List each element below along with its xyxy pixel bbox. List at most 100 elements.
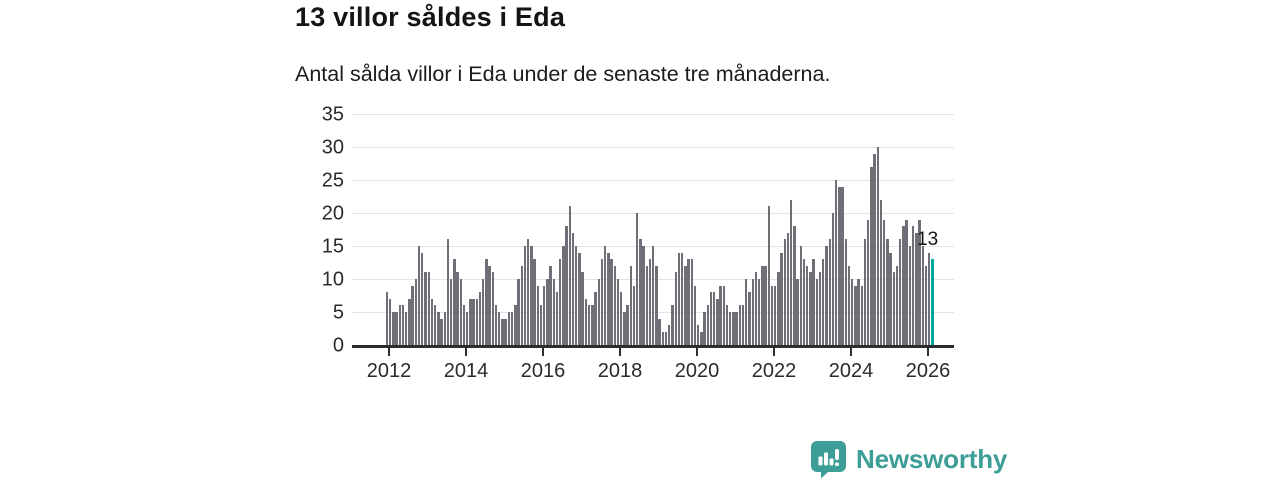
bar	[530, 246, 533, 345]
bar	[915, 232, 918, 345]
bar	[927, 252, 931, 345]
bar	[584, 298, 588, 345]
highlighted-bar	[931, 259, 934, 345]
bar	[895, 265, 899, 345]
x-tick	[773, 348, 775, 356]
bar	[793, 226, 796, 345]
bar	[591, 305, 594, 345]
page-title: 13 villor såldes i Eda	[295, 2, 566, 32]
bar	[542, 285, 546, 345]
bar	[421, 252, 424, 345]
bar	[876, 147, 879, 345]
bar	[565, 226, 568, 345]
bar	[713, 292, 716, 345]
bar	[754, 272, 758, 345]
x-tick-label: 2024	[828, 360, 874, 382]
y-tick-label: 5	[332, 301, 344, 324]
bar	[735, 312, 738, 345]
bar	[523, 246, 527, 345]
bar	[539, 305, 543, 345]
bar	[886, 239, 889, 345]
y-tick-label: 20	[321, 202, 344, 225]
bar-chart-plot-area: 0 5 10 15 20 25 30 35 2012 2014 2016 2018 2020 2022 2…	[322, 104, 958, 400]
bar	[786, 232, 790, 345]
y-tick-label: 0	[332, 334, 344, 357]
gridline	[352, 114, 954, 115]
bar	[437, 312, 440, 345]
bar	[395, 312, 398, 345]
bar	[706, 305, 709, 345]
y-tick-label: 10	[321, 268, 344, 291]
bar	[398, 305, 402, 345]
bar	[642, 246, 645, 345]
bar	[863, 239, 867, 345]
gridline	[352, 180, 954, 181]
bar	[767, 206, 770, 345]
bar	[417, 246, 421, 345]
bar	[729, 312, 732, 345]
x-tick-label: 2020	[674, 360, 720, 382]
bar	[716, 298, 719, 345]
bar	[568, 206, 572, 345]
bar	[520, 265, 523, 345]
bar	[777, 272, 780, 345]
y-tick-label: 15	[321, 235, 344, 258]
bar	[411, 285, 414, 345]
bar	[594, 292, 597, 345]
bar	[623, 312, 626, 345]
bar	[619, 292, 623, 345]
bar	[834, 180, 838, 345]
x-tick-label: 2016	[520, 360, 566, 382]
bar	[494, 305, 498, 345]
bar	[555, 292, 559, 345]
bar	[459, 279, 462, 345]
bar	[549, 265, 552, 345]
bar	[732, 312, 735, 345]
bar	[757, 279, 761, 345]
x-tick-label: 2012	[366, 360, 412, 382]
bar	[700, 331, 703, 345]
bar	[818, 272, 822, 345]
bar	[427, 272, 430, 345]
x-axis-line	[352, 345, 954, 348]
bar	[581, 272, 584, 345]
bar	[610, 259, 613, 345]
bar	[571, 232, 575, 345]
bar	[857, 279, 860, 345]
bar	[684, 265, 687, 345]
bar	[761, 265, 764, 345]
bar	[825, 246, 828, 345]
bar	[867, 219, 870, 345]
bar	[802, 259, 806, 345]
newsworthy-logo: Newsworthy	[810, 440, 1007, 478]
bar	[831, 213, 835, 345]
bar	[889, 252, 892, 345]
bar	[661, 331, 665, 345]
x-tick	[696, 348, 698, 356]
bar	[806, 265, 809, 345]
y-tick-label: 30	[321, 136, 344, 159]
bar	[899, 239, 902, 345]
bar	[482, 279, 485, 345]
bar	[815, 279, 819, 345]
bar	[655, 265, 658, 345]
bar	[690, 259, 693, 345]
bar	[613, 265, 616, 345]
bar	[693, 285, 697, 345]
bar	[466, 312, 469, 345]
x-tick	[465, 348, 467, 356]
bar	[546, 279, 549, 345]
x-tick-label: 2022	[751, 360, 797, 382]
last-value-label: 13	[917, 229, 939, 250]
bar	[453, 259, 456, 345]
bar	[507, 312, 511, 345]
bar	[883, 219, 886, 345]
bar	[491, 272, 495, 345]
bar	[838, 186, 841, 345]
bar	[719, 285, 722, 345]
bar	[892, 272, 896, 345]
bar	[629, 265, 632, 345]
bar	[517, 279, 520, 345]
bar	[652, 246, 655, 345]
